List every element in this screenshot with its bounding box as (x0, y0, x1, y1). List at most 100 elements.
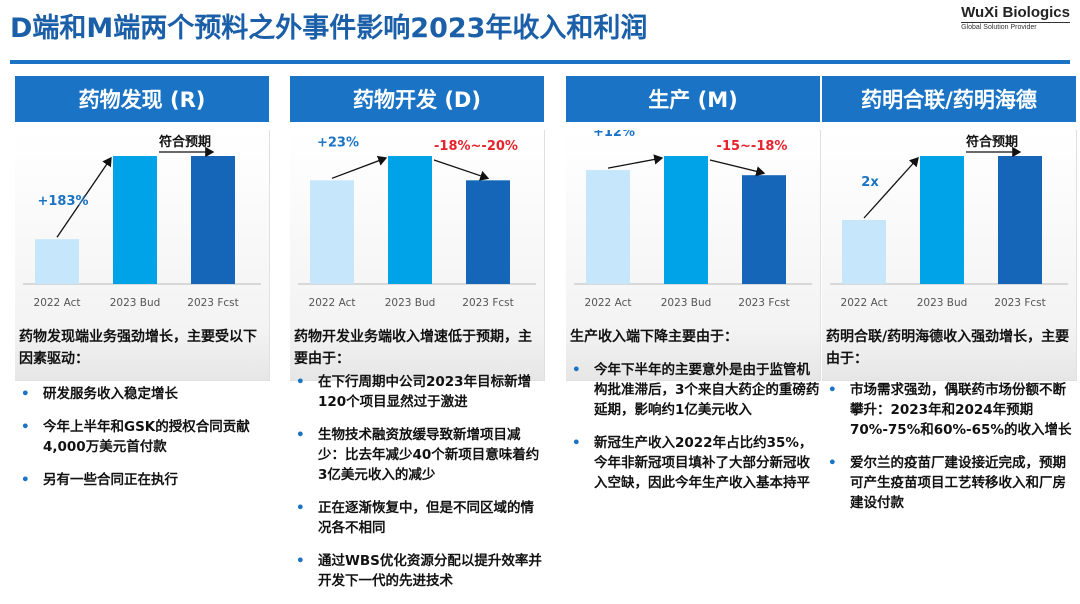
growth-label: +23% (317, 135, 359, 150)
column-header: 药物开发 (D) (290, 76, 544, 122)
bar-chart: 2022 Act 2023 Bud 2023 Fcst +12% -15~-18% (574, 130, 812, 309)
bar (842, 220, 886, 284)
bullet-icon: • (828, 455, 837, 471)
bar-chart: 2022 Act 2023 Bud 2023 Fcst 2x 符合预期 (830, 134, 1068, 309)
tick-label: 2022 Act (309, 297, 356, 309)
forecast-label: 符合预期 (966, 134, 1018, 150)
tick-label: 2023 Bud (917, 297, 968, 309)
growth-arrow (863, 157, 919, 219)
header-divider (10, 60, 1070, 64)
bar-chart: 2022 Act 2023 Bud 2023 Fcst +183% 符合预期 (23, 134, 261, 309)
column-header: 生产 (M) (566, 76, 820, 122)
bar (466, 180, 510, 284)
bullet-text: 在下行周期中公司2023年目标新增120个项目显然过于激进 (318, 374, 532, 410)
bar (388, 156, 432, 284)
tick-label: 2022 Act (841, 297, 888, 309)
column-intro: 生产收入端下降主要由于： (570, 329, 738, 345)
bullet-icon: • (21, 419, 30, 435)
list-item: • 通过WBS优化资源分配以提升效率并开发下一代的先进技术 (296, 551, 544, 591)
bar (310, 180, 354, 284)
growth-arrow (607, 154, 664, 169)
tick-label: 2022 Act (585, 297, 632, 309)
bar (664, 156, 708, 284)
bar (113, 156, 157, 284)
list-item: • 正在逐渐恢复中，但是不同区域的情况各不相同 (296, 498, 544, 538)
bullet-text: 今年上半年和GSK的授权合同贡献4,000万美元首付款 (43, 419, 250, 455)
logo-tagline: Global Solution Provider (961, 22, 1070, 31)
bullet-icon: • (296, 553, 305, 569)
bullet-text: 研发服务收入稳定增长 (43, 386, 178, 402)
bullet-list: • 市场需求强劲，偶联药市场份额不断攀升：2023年和2024年预期70%-75%… (828, 380, 1076, 526)
tick-label: 2023 Bud (661, 297, 712, 309)
bullet-icon: • (572, 362, 581, 378)
forecast-label: -15~-18% (717, 139, 788, 154)
growth-label: +183% (37, 194, 88, 209)
bullet-icon: • (296, 374, 305, 390)
bullet-text: 生物技术融资放缓导致新增项目减少：比去年减少40个新项目意味着约3亿美元收入的减… (318, 427, 540, 483)
bullet-icon: • (21, 472, 30, 488)
column-header: 药物发现 (R) (15, 76, 269, 122)
tick-label: 2023 Fcst (738, 297, 789, 309)
bullet-list: • 研发服务收入稳定增长 • 今年上半年和GSK的授权合同贡献4,000万美元首付款… (21, 384, 269, 503)
bullet-icon: • (572, 435, 581, 451)
column-discovery: 药物发现 (R) 2022 Act 2023 Bud 2023 Fcst +183% 符… (15, 76, 270, 586)
bullet-text: 新冠生产收入2022年占比约35%，今年非新冠项目填补了大部分新冠收入空缺，因此… (594, 435, 813, 491)
bullet-icon: • (828, 382, 837, 398)
growth-label: +12% (593, 130, 635, 140)
bullet-icon: • (296, 500, 305, 516)
bullet-icon: • (21, 386, 30, 402)
chart-panel: 2022 Act 2023 Bud 2023 Fcst 2x 符合预期 (822, 130, 1077, 381)
tick-label: 2023 Fcst (187, 297, 238, 309)
chart-panel: 2022 Act 2023 Bud 2023 Fcst +12% -15~-18% (566, 130, 821, 381)
tick-label: 2023 Fcst (994, 297, 1045, 309)
column-manufacturing: 生产 (M) 2022 Act 2023 Bud 2023 Fcst +12% -15~… (566, 76, 821, 586)
column-intro: 药物发现端业务强劲增长，主要受以下因素驱动： (19, 329, 257, 367)
chart-panel: 2022 Act 2023 Bud 2023 Fcst +23% -18%~-20% (290, 130, 545, 381)
bullet-text: 市场需求强劲，偶联药市场份额不断攀升：2023年和2024年预期70%-75%和… (850, 382, 1072, 438)
bar (586, 170, 630, 284)
bullet-text: 通过WBS优化资源分配以提升效率并开发下一代的先进技术 (318, 553, 542, 589)
bar (998, 156, 1042, 284)
column-intro: 药物开发业务端收入增速低于预期，主要由于： (294, 329, 532, 367)
tick-label: 2023 Bud (110, 297, 161, 309)
column-development: 药物开发 (D) 2022 Act 2023 Bud 2023 Fcst +23% -1… (290, 76, 545, 589)
bullet-list: • 今年下半年的主要意外是由于监管机构批准滞后，3个来自大药企的重磅药延期，影响约… (572, 360, 820, 506)
tick-label: 2023 Fcst (462, 297, 513, 309)
list-item: • 爱尔兰的疫苗厂建设接近完成，预期可产生疫苗项目工艺转移收入和厂房建设付款 (828, 453, 1076, 513)
bar (920, 156, 964, 284)
bar (191, 156, 235, 284)
growth-arrow (56, 156, 112, 238)
column-intro: 药明合联/药明海德收入强劲增长，主要由于： (826, 329, 1070, 367)
forecast-label: 符合预期 (159, 134, 211, 150)
logo-name: WuXi Biologics (961, 4, 1070, 21)
growth-arrow (331, 155, 388, 179)
bullet-text: 另有一些合同正在执行 (43, 472, 178, 488)
tick-label: 2023 Bud (385, 297, 436, 309)
bar (35, 239, 79, 284)
page-title: D端和M端两个预料之外事件影响2023年收入和利润 (10, 13, 648, 44)
growth-label: 2x (861, 175, 879, 190)
list-item: • 今年上半年和GSK的授权合同贡献4,000万美元首付款 (21, 417, 269, 457)
forecast-arrow (433, 159, 490, 181)
list-item: • 新冠生产收入2022年占比约35%，今年非新冠项目填补了大部分新冠收入空缺，因… (572, 433, 820, 493)
forecast-label: -18%~-20% (434, 139, 518, 154)
column-conjugates: 药明合联/药明海德 2022 Act 2023 Bud 2023 Fcst 2x 符合预… (822, 76, 1077, 586)
company-logo: WuXi Biologics Global Solution Provider (961, 4, 1070, 31)
list-item: • 另有一些合同正在执行 (21, 470, 269, 490)
list-item: • 研发服务收入稳定增长 (21, 384, 269, 404)
bar (742, 175, 786, 284)
bullet-text: 爱尔兰的疫苗厂建设接近完成，预期可产生疫苗项目工艺转移收入和厂房建设付款 (850, 455, 1066, 511)
tick-label: 2022 Act (34, 297, 81, 309)
list-item: • 市场需求强劲，偶联药市场份额不断攀升：2023年和2024年预期70%-75%… (828, 380, 1076, 440)
bar-chart: 2022 Act 2023 Bud 2023 Fcst +23% -18%~-20% (298, 135, 536, 309)
list-item: • 生物技术融资放缓导致新增项目减少：比去年减少40个新项目意味着约3亿美元收入的… (296, 425, 544, 485)
list-item: • 在下行周期中公司2023年目标新增120个项目显然过于激进 (296, 372, 544, 412)
list-item: • 今年下半年的主要意外是由于监管机构批准滞后，3个来自大药企的重磅药延期，影响约… (572, 360, 820, 420)
bullet-icon: • (296, 427, 305, 443)
forecast-arrow (709, 159, 766, 177)
bullet-text: 正在逐渐恢复中，但是不同区域的情况各不相同 (318, 500, 534, 536)
bullet-list: • 在下行周期中公司2023年目标新增120个项目显然过于激进 • 生物技术融资放缓… (296, 372, 544, 604)
bullet-text: 今年下半年的主要意外是由于监管机构批准滞后，3个来自大药企的重磅药延期，影响约1… (594, 362, 820, 418)
column-header: 药明合联/药明海德 (822, 76, 1076, 122)
chart-panel: 2022 Act 2023 Bud 2023 Fcst +183% 符合预期 (15, 130, 270, 381)
